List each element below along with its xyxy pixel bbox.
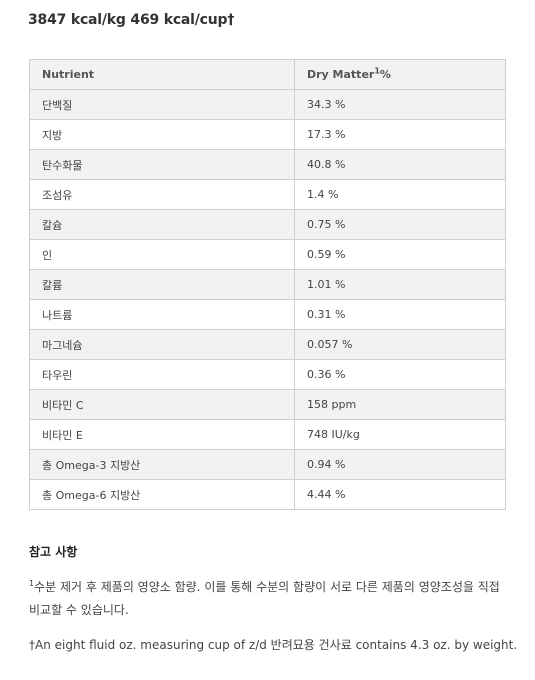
nutrient-name: 마그네슘 bbox=[29, 329, 295, 360]
nutrient-value: 1.4 % bbox=[294, 179, 506, 210]
nutrient-name: 비타민 E bbox=[29, 419, 295, 450]
nutrient-value: 0.057 % bbox=[294, 329, 506, 360]
table-row: 칼슘 0.75 % bbox=[29, 209, 506, 240]
nutrient-name: 인 bbox=[29, 239, 295, 270]
nutrient-name: 지방 bbox=[29, 119, 295, 150]
footnote-marker: 1 bbox=[29, 579, 35, 588]
nutrient-name: 나트륨 bbox=[29, 299, 295, 330]
calorie-content: 3847 kcal/kg 469 kcal/cup† bbox=[28, 12, 235, 28]
nutrient-value: 1.01 % bbox=[294, 269, 506, 300]
nutrient-value: 748 IU/kg bbox=[294, 419, 506, 450]
nutrient-value: 0.94 % bbox=[294, 449, 506, 480]
table-row: 지방 17.3 % bbox=[29, 119, 506, 150]
nutrient-value: 0.31 % bbox=[294, 299, 506, 330]
nutrient-value: 158 ppm bbox=[294, 389, 506, 420]
nutrient-name: 조섬유 bbox=[29, 179, 295, 210]
footnote-dry-matter-text: 수분 제거 후 제품의 영양소 함량. 이를 통해 수분의 함량이 서로 다른 … bbox=[29, 580, 500, 617]
nutrient-name: 총 Omega-3 지방산 bbox=[29, 449, 295, 480]
nutrient-name: 칼슘 bbox=[29, 209, 295, 240]
table-row: 조섬유 1.4 % bbox=[29, 179, 506, 210]
notes-heading: 참고 사항 bbox=[29, 545, 78, 559]
table-row: 탄수화물 40.8 % bbox=[29, 149, 506, 180]
nutrient-value: 0.75 % bbox=[294, 209, 506, 240]
footnote-cup-weight: †An eight fluid oz. measuring cup of z/d… bbox=[29, 638, 518, 652]
footnote-marker: 1 bbox=[374, 66, 380, 76]
nutrient-value: 40.8 % bbox=[294, 149, 506, 180]
nutrient-value: 0.36 % bbox=[294, 359, 506, 390]
table-row: 비타민 C 158 ppm bbox=[29, 389, 506, 420]
table-row: 타우린 0.36 % bbox=[29, 359, 506, 390]
nutrient-name: 단백질 bbox=[29, 89, 295, 120]
table-header-row: Nutrient Dry Matter1% bbox=[29, 59, 506, 90]
nutrient-name: 칼륨 bbox=[29, 269, 295, 300]
nutrient-name: 비타민 C bbox=[29, 389, 295, 420]
table-row: 마그네슘 0.057 % bbox=[29, 329, 506, 360]
footnote-dry-matter: 1수분 제거 후 제품의 영양소 함량. 이를 통해 수분의 함량이 서로 다른… bbox=[29, 576, 509, 622]
nutrient-table: Nutrient Dry Matter1% 단백질 34.3 % 지방 17.3… bbox=[29, 59, 506, 510]
header-nutrient: Nutrient bbox=[29, 59, 295, 90]
table-row: 비타민 E 748 IU/kg bbox=[29, 419, 506, 450]
nutrient-value: 34.3 % bbox=[294, 89, 506, 120]
table-row: 단백질 34.3 % bbox=[29, 89, 506, 120]
nutrient-name: 타우린 bbox=[29, 359, 295, 390]
header-dry-matter: Dry Matter1% bbox=[294, 59, 506, 90]
table-row: 인 0.59 % bbox=[29, 239, 506, 270]
nutrient-value: 0.59 % bbox=[294, 239, 506, 270]
header-dry-matter-unit: % bbox=[379, 68, 391, 81]
nutrient-name: 총 Omega-6 지방산 bbox=[29, 479, 295, 510]
header-dry-matter-label: Dry Matter bbox=[307, 68, 375, 81]
table-row: 총 Omega-6 지방산 4.44 % bbox=[29, 479, 506, 510]
table-row: 나트륨 0.31 % bbox=[29, 299, 506, 330]
table-row: 칼륨 1.01 % bbox=[29, 269, 506, 300]
nutrient-value: 17.3 % bbox=[294, 119, 506, 150]
table-row: 총 Omega-3 지방산 0.94 % bbox=[29, 449, 506, 480]
nutrient-value: 4.44 % bbox=[294, 479, 506, 510]
nutrient-name: 탄수화물 bbox=[29, 149, 295, 180]
